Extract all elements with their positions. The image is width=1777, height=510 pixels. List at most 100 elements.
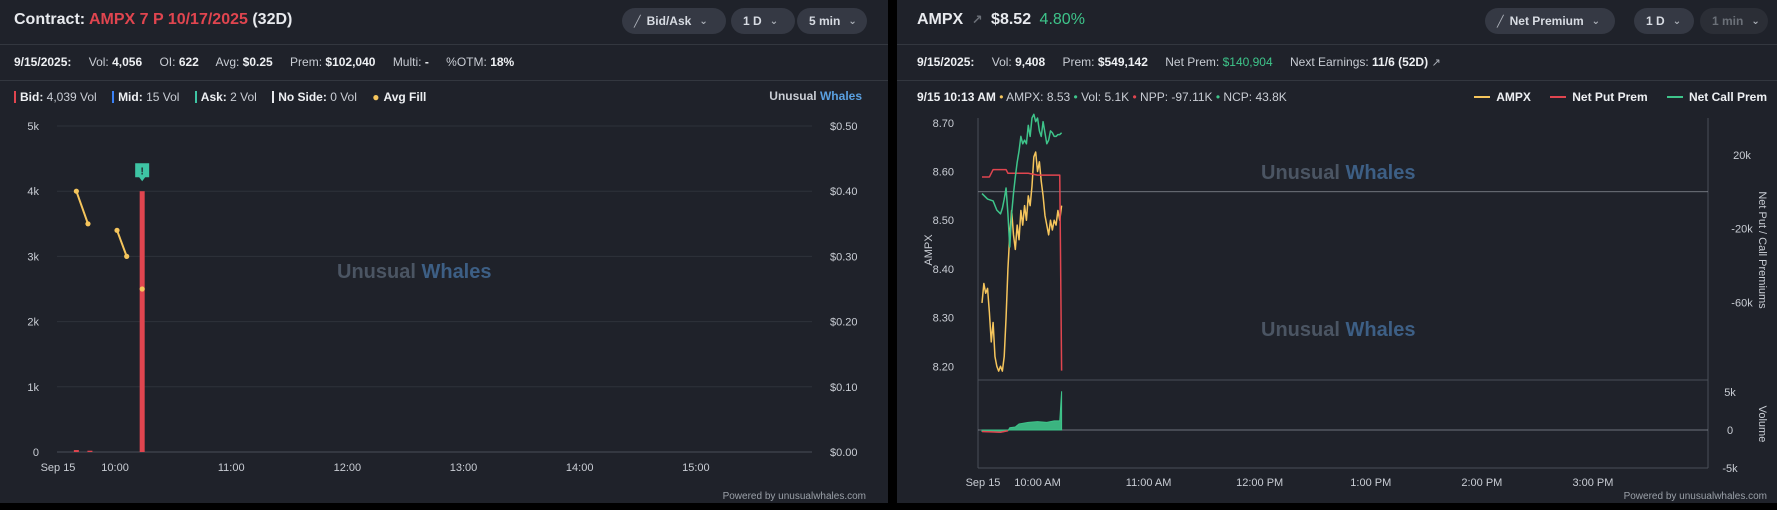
y-tick-label: 8.60 xyxy=(933,167,954,179)
y-right-tick-label: $0.10 xyxy=(830,382,858,394)
ask-label: Ask: xyxy=(200,90,227,104)
powered-by[interactable]: Powered by unusualwhales.com xyxy=(722,491,866,502)
oi-label: OI: xyxy=(159,55,176,69)
stats-date: 9/15/2025: xyxy=(14,55,72,69)
x-tick-label: 14:00 xyxy=(566,462,594,474)
x-tick-label: 10:00 xyxy=(101,462,129,474)
noside-label: No Side: xyxy=(278,90,327,104)
stock-header: AMPX ↗ $8.52 4.80% ╱ Net Premium ⌄ 1 D ⌄… xyxy=(897,0,1777,45)
prem-label: Prem: xyxy=(1062,55,1095,69)
brand-logo: Unusual Whales xyxy=(769,89,862,103)
mid-vol: 15 Vol xyxy=(146,90,180,104)
y-tick-label: 8.70 xyxy=(933,118,954,130)
readout-vol: 5.1K xyxy=(1104,90,1130,104)
y-right-tick-label: $0.50 xyxy=(830,121,858,133)
divider xyxy=(897,80,1777,81)
y-right-tick-label: $0.20 xyxy=(830,317,858,329)
brand-word-2: Whales xyxy=(819,89,862,103)
stock-change: 4.80% xyxy=(1039,11,1085,28)
x-tick-label: 13:00 xyxy=(450,462,478,474)
chart-type-label: Net Premium xyxy=(1509,14,1584,28)
y-right-tick-label: $0.40 xyxy=(830,186,858,198)
y-left-tick-label: 4k xyxy=(27,186,39,198)
readout-npp: -97.11K xyxy=(1171,90,1213,104)
series-legend: AMPX Net Put Prem Net Call Prem xyxy=(1458,90,1767,104)
stock-panel: AMPX ↗ $8.52 4.80% ╱ Net Premium ⌄ 1 D ⌄… xyxy=(897,0,1777,503)
volume-area xyxy=(981,391,1063,433)
y-left-tick-label: 2k xyxy=(27,317,39,329)
avg-fill-point xyxy=(114,227,120,233)
legend-ask[interactable]: Ask: 2 Vol xyxy=(194,90,257,104)
contract-volume-chart: 0 1k 2k 3k 4k 5k $0.00 $0.10 $0.20 $0.30 $0.40 $0.5… xyxy=(27,121,858,474)
x-tick-label: 12:00 xyxy=(334,462,362,474)
legend-avg-fill[interactable]: ● Avg Fill xyxy=(372,90,427,104)
interval-dropdown[interactable]: 5 min ⌄ xyxy=(797,8,867,34)
stock-stats: 9/15/2025: Vol: 9,408 Prem: $549,142 Net… xyxy=(917,55,1455,69)
y-left-tick-label: 0 xyxy=(33,447,39,459)
y-axis-label: AMPX xyxy=(923,234,935,266)
volume-axis-label: Volume xyxy=(1756,406,1768,443)
stats-netprem: $140,904 xyxy=(1222,55,1273,69)
stock-ticker[interactable]: AMPX xyxy=(917,11,964,28)
avg-label: Avg: xyxy=(215,55,240,69)
y2-tick-label: 20k xyxy=(1733,150,1751,162)
contract-dte: (32D) xyxy=(252,11,293,28)
legend-mid[interactable]: Mid: 15 Vol xyxy=(112,90,179,104)
watermark: Unusual Whales xyxy=(337,261,492,284)
contract-panel: Contract: AMPX 7 P 10/17/2025 (32D) ╱ Bi… xyxy=(0,0,888,503)
readout-ncp: 43.8K xyxy=(1255,90,1287,104)
net-put-premium-line xyxy=(982,168,1063,371)
chart-type-dropdown[interactable]: ╱ Net Premium ⌄ xyxy=(1485,8,1615,34)
readout-ampx: 8.53 xyxy=(1046,90,1071,104)
watermark-word-2: Whales xyxy=(421,261,492,283)
range-dropdown[interactable]: 1 D ⌄ xyxy=(731,8,795,34)
y-left-tick-label: 5k xyxy=(27,121,39,133)
range-label: 1 D xyxy=(1646,14,1665,28)
x-tick-label: Sep 15 xyxy=(966,477,1001,489)
range-label: 1 D xyxy=(743,14,762,28)
readout-npp-label: NPP: xyxy=(1140,90,1169,104)
contract-title: Contract: AMPX 7 P 10/17/2025 (32D) xyxy=(14,11,292,29)
chevron-down-icon: ⌄ xyxy=(699,15,708,27)
stats-multi: - xyxy=(424,55,429,69)
stats-vol: 4,056 xyxy=(112,55,143,69)
avgfill-label: Avg Fill xyxy=(383,90,427,104)
chart-type-dropdown[interactable]: ╱ Bid/Ask ⌄ xyxy=(622,8,726,34)
contract-name[interactable]: AMPX 7 P 10/17/2025 xyxy=(88,11,248,28)
external-arrow-icon[interactable]: ↗ xyxy=(971,12,983,27)
legend-net-call[interactable]: Net Call Prem xyxy=(1666,90,1767,104)
y-right-tick-label: $0.00 xyxy=(830,447,858,459)
y2-tick-label: -60k xyxy=(1731,297,1753,309)
exclamation-icon-glyph: ! xyxy=(141,167,144,178)
chevron-down-icon: ⌄ xyxy=(848,15,857,27)
x-tick-label: 12:00 PM xyxy=(1236,477,1283,489)
y2-tick-label: -20k xyxy=(1731,224,1753,236)
exclamation-icon xyxy=(135,163,150,182)
external-link-icon[interactable]: ↗ xyxy=(1431,57,1441,69)
avg-fill-point xyxy=(124,253,130,259)
watermark-word-1: Unusual xyxy=(1261,319,1340,341)
range-dropdown[interactable]: 1 D ⌄ xyxy=(1634,8,1694,34)
contract-label: Contract: xyxy=(14,11,86,28)
stats-earnings: 11/6 (52D) xyxy=(1372,55,1429,69)
stock-price: $8.52 xyxy=(991,11,1032,28)
legend-net-put[interactable]: Net Put Prem xyxy=(1550,90,1648,104)
legend-bid[interactable]: Bid: 4,039 Vol xyxy=(14,90,97,104)
y-tick-label: 8.30 xyxy=(933,313,954,325)
readout-time: 9/15 10:13 AM xyxy=(917,90,996,104)
avg-fill-line xyxy=(116,229,128,257)
legend-noside[interactable]: No Side: 0 Vol xyxy=(272,90,357,104)
legend-ampx[interactable]: AMPX xyxy=(1474,90,1531,104)
readout-ampx-label: AMPX: xyxy=(1006,90,1044,104)
interval-dropdown[interactable]: 1 min ⌄ xyxy=(1700,8,1768,34)
stats-otm: 18% xyxy=(490,55,515,69)
mid-label: Mid: xyxy=(118,90,143,104)
netprem-label: Net Prem: xyxy=(1165,55,1220,69)
noside-vol: 0 Vol xyxy=(330,90,357,104)
avg-fill-point xyxy=(139,286,145,292)
interval-label: 5 min xyxy=(809,14,841,28)
y-tick-label: 8.20 xyxy=(933,361,954,373)
powered-by[interactable]: Powered by unusualwhales.com xyxy=(1623,491,1767,502)
brand-word-1: Unusual xyxy=(769,89,817,103)
readout-ncp-label: NCP: xyxy=(1223,90,1253,104)
